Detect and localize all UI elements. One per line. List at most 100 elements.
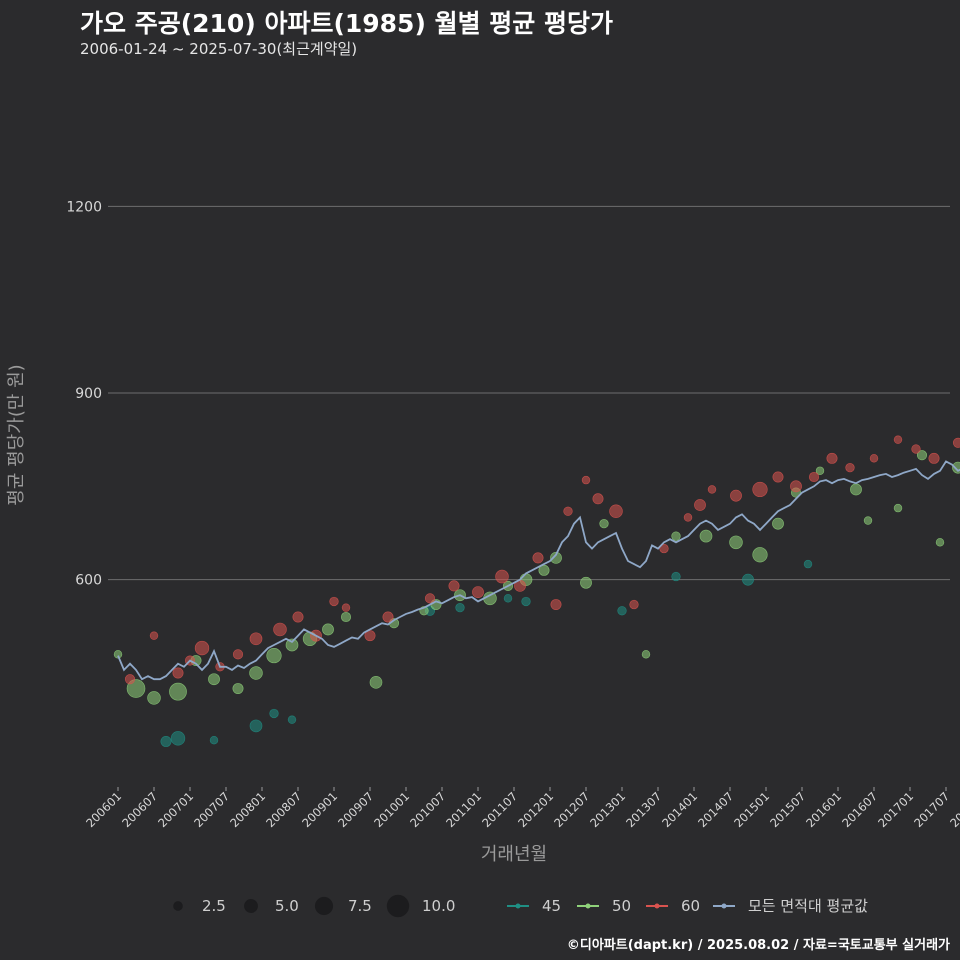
x-tick-label: 201201	[515, 789, 556, 830]
data-point-45	[503, 594, 513, 603]
legend-size-marker	[314, 896, 334, 916]
y-tick-label: 1200	[66, 199, 102, 215]
data-point-50	[232, 683, 244, 695]
x-tick-label: 200907	[335, 789, 376, 830]
data-point-60	[581, 475, 591, 485]
data-point-60	[808, 471, 820, 483]
legend-color-marker	[585, 903, 591, 909]
x-tick-label: 201207	[551, 789, 592, 830]
data-point-60	[683, 513, 693, 522]
data-point-45	[671, 571, 681, 582]
legend-color-label: 50	[612, 897, 631, 915]
data-point-60	[752, 481, 768, 498]
legend-size-marker	[173, 901, 183, 911]
data-point-60	[149, 631, 159, 640]
data-point-45	[249, 719, 263, 733]
x-axis-label: 거래년월	[481, 844, 547, 865]
data-point-60	[495, 569, 509, 584]
data-point-50	[580, 576, 592, 589]
data-point-50	[699, 529, 713, 543]
x-tick-label: 201607	[839, 789, 880, 830]
x-tick-label: 201701	[875, 789, 916, 830]
data-point-50	[169, 682, 187, 701]
legend-color-label: 45	[542, 897, 561, 915]
data-point-45	[209, 735, 219, 745]
data-point-60	[592, 493, 604, 505]
data-point-60	[232, 649, 244, 660]
x-tick-label: 201707	[911, 789, 952, 830]
data-point-60	[292, 611, 304, 623]
legend-size-marker	[386, 894, 410, 918]
data-point-50	[772, 517, 784, 530]
data-point-60	[911, 444, 921, 454]
data-point-50	[599, 519, 609, 529]
data-point-60	[563, 506, 573, 516]
data-point-60	[273, 622, 287, 637]
data-point-50	[126, 679, 146, 698]
data-point-60	[249, 632, 263, 646]
data-point-60	[194, 640, 210, 656]
y-axis-label: 평균 평당가(만 원)	[6, 364, 27, 505]
legend-color-marker	[654, 903, 660, 909]
data-point-50	[538, 564, 550, 576]
y-tick-label: 600	[75, 573, 102, 589]
data-point-50	[863, 516, 873, 525]
data-point-60	[550, 599, 562, 611]
legend-color-label: 60	[681, 897, 700, 915]
y-tick-label: 900	[75, 386, 102, 402]
data-point-50	[340, 611, 352, 623]
legend-color-label: 모든 면적대 평균값	[748, 897, 868, 915]
source-credit: ©디아파트(dapt.kr) / 2025.08.02 / 자료=국토교통부 실…	[566, 938, 950, 953]
data-point-60	[609, 504, 623, 518]
data-point-45	[455, 603, 465, 613]
data-point-50	[752, 547, 768, 563]
data-point-60	[893, 435, 903, 444]
data-point-50	[916, 450, 928, 461]
data-point-60	[472, 586, 484, 599]
x-tick-label: 200801	[227, 789, 268, 830]
x-tick-label: 201101	[443, 789, 484, 830]
x-tick-label: 201501	[731, 789, 772, 830]
data-point-60	[869, 454, 879, 463]
data-point-45	[287, 715, 297, 724]
data-point-50	[369, 676, 383, 689]
legend-size-label: 5.0	[275, 897, 299, 915]
data-point-60	[172, 667, 184, 679]
x-tick-label: 201601	[803, 789, 844, 830]
x-tick-label: 200707	[191, 789, 232, 830]
data-point-45	[160, 735, 172, 747]
x-tick-label: 201307	[623, 789, 664, 830]
data-point-60	[730, 489, 742, 502]
x-tick-label: 200901	[299, 789, 340, 830]
x-tick-label: 201407	[695, 789, 736, 830]
data-point-45	[742, 573, 754, 586]
data-point-60	[790, 480, 802, 493]
x-tick-label: 201107	[479, 789, 520, 830]
legend-size-label: 7.5	[348, 897, 372, 915]
x-tick-label: 201801	[947, 789, 960, 830]
data-point-45	[170, 731, 186, 746]
data-point-45	[617, 606, 627, 616]
chart-title: 가오 주공(210) 아파트(1985) 월별 평균 평당가	[80, 9, 613, 38]
data-point-50	[550, 551, 562, 564]
data-point-60	[532, 552, 544, 564]
data-point-50	[671, 531, 681, 541]
legend-size-label: 2.5	[202, 897, 226, 915]
data-point-60	[952, 437, 960, 448]
x-tick-label: 200607	[119, 789, 160, 830]
avg-price-line	[117, 460, 960, 681]
data-point-60	[382, 611, 394, 623]
data-point-50	[893, 503, 903, 513]
x-tick-label: 200807	[263, 789, 304, 830]
data-point-60	[845, 463, 855, 473]
x-tick-label: 200601	[83, 789, 124, 830]
data-point-50	[935, 538, 945, 547]
chart-subtitle: 2006-01-24 ~ 2025-07-30(최근계약일)	[80, 40, 358, 58]
data-point-50	[641, 650, 651, 659]
legend-color-marker	[721, 903, 727, 909]
data-point-50	[147, 691, 161, 705]
data-point-50	[815, 466, 825, 475]
data-point-60	[124, 674, 136, 685]
x-tick-label: 201507	[767, 789, 808, 830]
data-point-50	[266, 647, 282, 664]
